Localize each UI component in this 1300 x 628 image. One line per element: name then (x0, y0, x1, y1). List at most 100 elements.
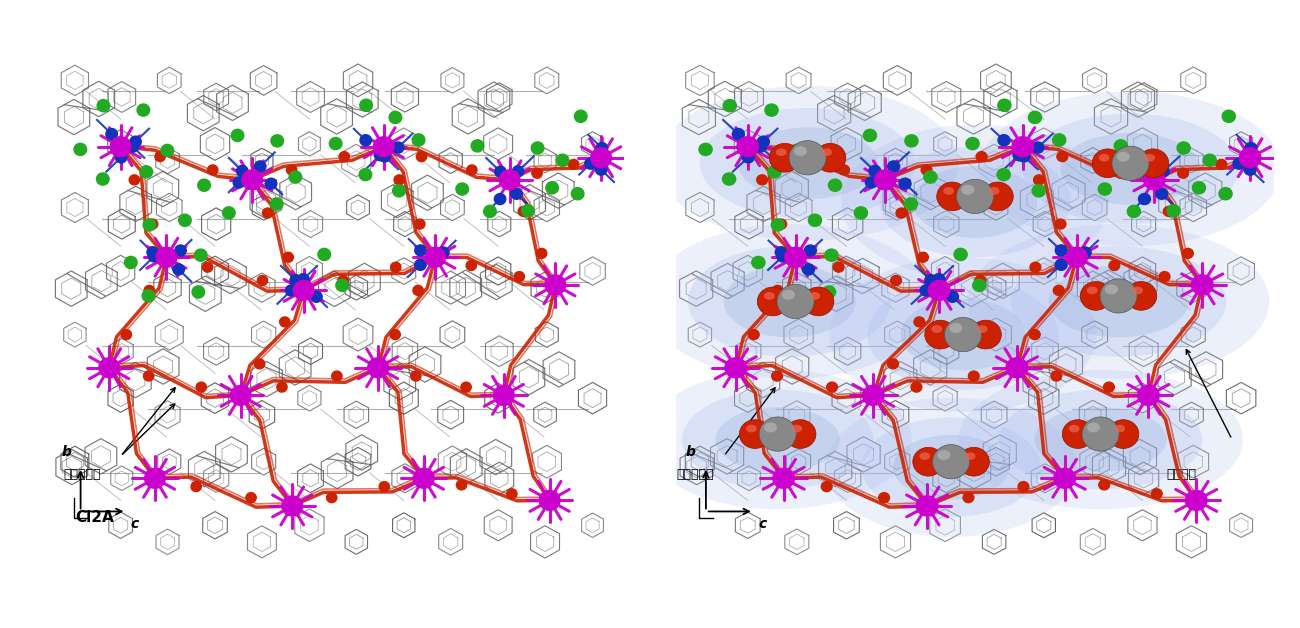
Ellipse shape (1100, 279, 1138, 313)
Ellipse shape (879, 147, 1071, 257)
Circle shape (827, 382, 837, 392)
Ellipse shape (958, 370, 1243, 509)
Circle shape (105, 129, 117, 139)
Circle shape (283, 252, 294, 263)
Circle shape (1006, 358, 1027, 377)
Circle shape (329, 138, 342, 149)
Circle shape (413, 285, 424, 295)
Circle shape (173, 264, 185, 275)
Ellipse shape (740, 420, 771, 448)
Circle shape (1056, 259, 1067, 270)
Ellipse shape (937, 182, 967, 211)
Circle shape (507, 489, 517, 499)
Circle shape (896, 208, 907, 218)
Circle shape (394, 175, 404, 185)
Circle shape (699, 143, 712, 156)
Ellipse shape (931, 325, 942, 333)
Circle shape (1167, 205, 1180, 217)
Circle shape (595, 164, 607, 175)
Circle shape (723, 173, 736, 185)
Circle shape (462, 382, 472, 392)
Circle shape (854, 207, 867, 219)
Circle shape (140, 166, 152, 178)
Circle shape (805, 245, 816, 256)
Circle shape (519, 207, 529, 216)
Circle shape (532, 142, 543, 154)
Circle shape (277, 382, 287, 392)
Ellipse shape (944, 187, 954, 195)
Ellipse shape (776, 148, 786, 156)
Circle shape (390, 330, 400, 340)
Ellipse shape (949, 323, 962, 333)
Circle shape (556, 154, 569, 166)
Ellipse shape (656, 86, 958, 241)
Circle shape (737, 137, 758, 156)
Circle shape (545, 275, 566, 295)
Circle shape (732, 129, 745, 139)
Circle shape (282, 496, 303, 516)
Ellipse shape (785, 420, 816, 448)
Circle shape (326, 492, 337, 502)
Circle shape (802, 264, 814, 275)
Circle shape (946, 291, 958, 302)
Circle shape (494, 193, 506, 205)
Ellipse shape (794, 146, 807, 156)
Ellipse shape (862, 418, 1041, 517)
Circle shape (1098, 183, 1112, 195)
Circle shape (335, 279, 348, 291)
Circle shape (233, 177, 244, 188)
Circle shape (415, 259, 426, 270)
Circle shape (1127, 205, 1140, 217)
Ellipse shape (1023, 114, 1238, 224)
Circle shape (1245, 143, 1257, 154)
Ellipse shape (682, 390, 874, 489)
Ellipse shape (647, 224, 932, 379)
Circle shape (130, 136, 142, 147)
Circle shape (863, 129, 876, 141)
Circle shape (270, 198, 283, 210)
Ellipse shape (945, 318, 982, 352)
Circle shape (997, 168, 1010, 181)
Ellipse shape (924, 320, 956, 349)
Circle shape (142, 290, 155, 302)
Circle shape (374, 149, 386, 161)
Circle shape (191, 482, 202, 492)
Circle shape (1219, 188, 1232, 200)
Ellipse shape (829, 257, 1097, 412)
Circle shape (725, 358, 746, 377)
Ellipse shape (957, 180, 993, 214)
Circle shape (1144, 170, 1165, 190)
Circle shape (972, 279, 985, 291)
Circle shape (863, 386, 884, 405)
Circle shape (585, 158, 597, 169)
Circle shape (1114, 140, 1127, 152)
Circle shape (1057, 152, 1067, 161)
Ellipse shape (1112, 146, 1149, 180)
Ellipse shape (715, 408, 840, 472)
Text: c: c (131, 517, 139, 531)
Circle shape (339, 152, 350, 161)
Circle shape (411, 371, 421, 381)
Ellipse shape (810, 292, 820, 300)
Circle shape (286, 165, 296, 175)
Circle shape (280, 317, 290, 327)
Circle shape (1053, 285, 1065, 295)
Circle shape (155, 152, 165, 161)
Circle shape (572, 188, 584, 200)
Text: b: b (686, 445, 696, 459)
Circle shape (1244, 164, 1256, 175)
Circle shape (196, 382, 207, 392)
Circle shape (920, 285, 932, 296)
Circle shape (546, 181, 559, 194)
Ellipse shape (737, 127, 878, 199)
Circle shape (1192, 181, 1205, 194)
Circle shape (775, 247, 788, 258)
Circle shape (918, 252, 928, 263)
Circle shape (511, 188, 523, 199)
Ellipse shape (1132, 286, 1143, 295)
Circle shape (764, 104, 779, 116)
Circle shape (143, 219, 156, 231)
Circle shape (1232, 158, 1245, 169)
Ellipse shape (1062, 420, 1093, 448)
Circle shape (914, 317, 924, 327)
